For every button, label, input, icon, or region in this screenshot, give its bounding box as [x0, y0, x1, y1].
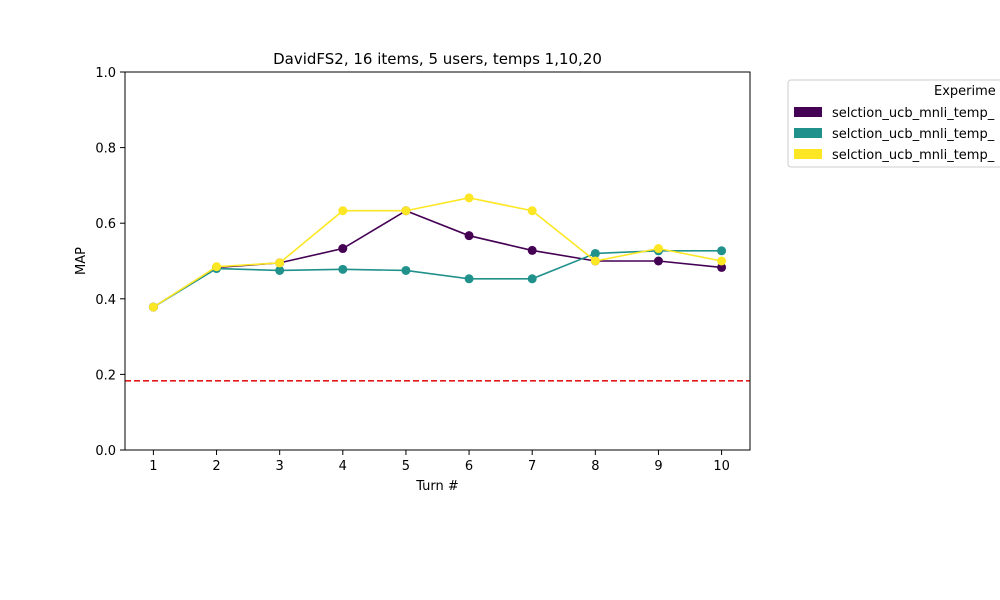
- series-3-point: [212, 262, 222, 272]
- x-tick-label: 1: [149, 459, 157, 474]
- y-tick-label: 1.0: [95, 66, 116, 81]
- y-tick-label: 0.8: [95, 142, 116, 157]
- legend-entry-1: selction_ucb_mnli_temp_: [832, 106, 995, 121]
- series-2-point: [527, 274, 537, 284]
- legend-swatch-3: [794, 149, 822, 159]
- series-2-point: [464, 274, 474, 284]
- x-axis-label: Turn #: [415, 479, 459, 494]
- series-2-point: [275, 265, 285, 275]
- x-tick-label: 10: [713, 459, 730, 474]
- y-tick-label: 0.6: [95, 217, 116, 232]
- x-tick-label: 8: [591, 459, 599, 474]
- x-tick-label: 7: [528, 459, 536, 474]
- x-tick-label: 6: [465, 459, 473, 474]
- series-1-point: [464, 231, 474, 241]
- series-3-point: [464, 193, 474, 203]
- series-3-point: [338, 206, 348, 216]
- y-tick-label: 0.2: [95, 368, 116, 383]
- series-line-3: [152, 197, 722, 308]
- series-3-point: [717, 256, 727, 266]
- legend: Experime selction_ucb_mnli_temp_ selctio…: [787, 79, 1000, 168]
- series-3-point: [275, 258, 285, 268]
- y-tick-label: 0.4: [95, 293, 116, 308]
- series-3-point: [148, 302, 158, 312]
- legend-swatch-2: [794, 128, 822, 138]
- series-3-point: [653, 244, 663, 254]
- series-2-point: [338, 264, 348, 274]
- legend-swatch-1: [794, 107, 822, 117]
- x-tick-label: 2: [212, 459, 220, 474]
- legend-entry-3: selction_ucb_mnli_temp_: [832, 148, 995, 163]
- legend-entry-2: selction_ucb_mnli_temp_: [832, 127, 995, 142]
- series-3-point: [527, 206, 537, 216]
- x-tick-label: 5: [402, 459, 410, 474]
- y-tick-label: 0.0: [95, 444, 116, 459]
- chart-title: DavidFS2, 16 items, 5 users, temps 1,10,…: [273, 50, 602, 68]
- series-1-point: [717, 262, 727, 272]
- series-2-point: [590, 248, 600, 258]
- series-group: [148, 193, 727, 312]
- series-3-point: [590, 256, 600, 266]
- x-tick-label: 3: [276, 459, 284, 474]
- series-1-point: [527, 245, 537, 255]
- y-axis-label: MAP: [74, 247, 89, 275]
- series-1-point: [338, 244, 348, 254]
- legend-title: Experime: [934, 84, 996, 99]
- axes-ticks: 1 2 3 4 5 6 7 8 9 10 0.0 0.2 0.4 0.6 0.8 1.0: [95, 66, 730, 474]
- series-2-point: [401, 265, 411, 275]
- x-tick-label: 9: [654, 459, 662, 474]
- x-tick-label: 4: [339, 459, 347, 474]
- plot-frame: [124, 71, 751, 451]
- legend-box: [787, 79, 1000, 168]
- series-1-point: [653, 256, 663, 266]
- series-2-point: [717, 246, 727, 256]
- series-3-point: [401, 206, 411, 216]
- series-line-2: [152, 249, 722, 308]
